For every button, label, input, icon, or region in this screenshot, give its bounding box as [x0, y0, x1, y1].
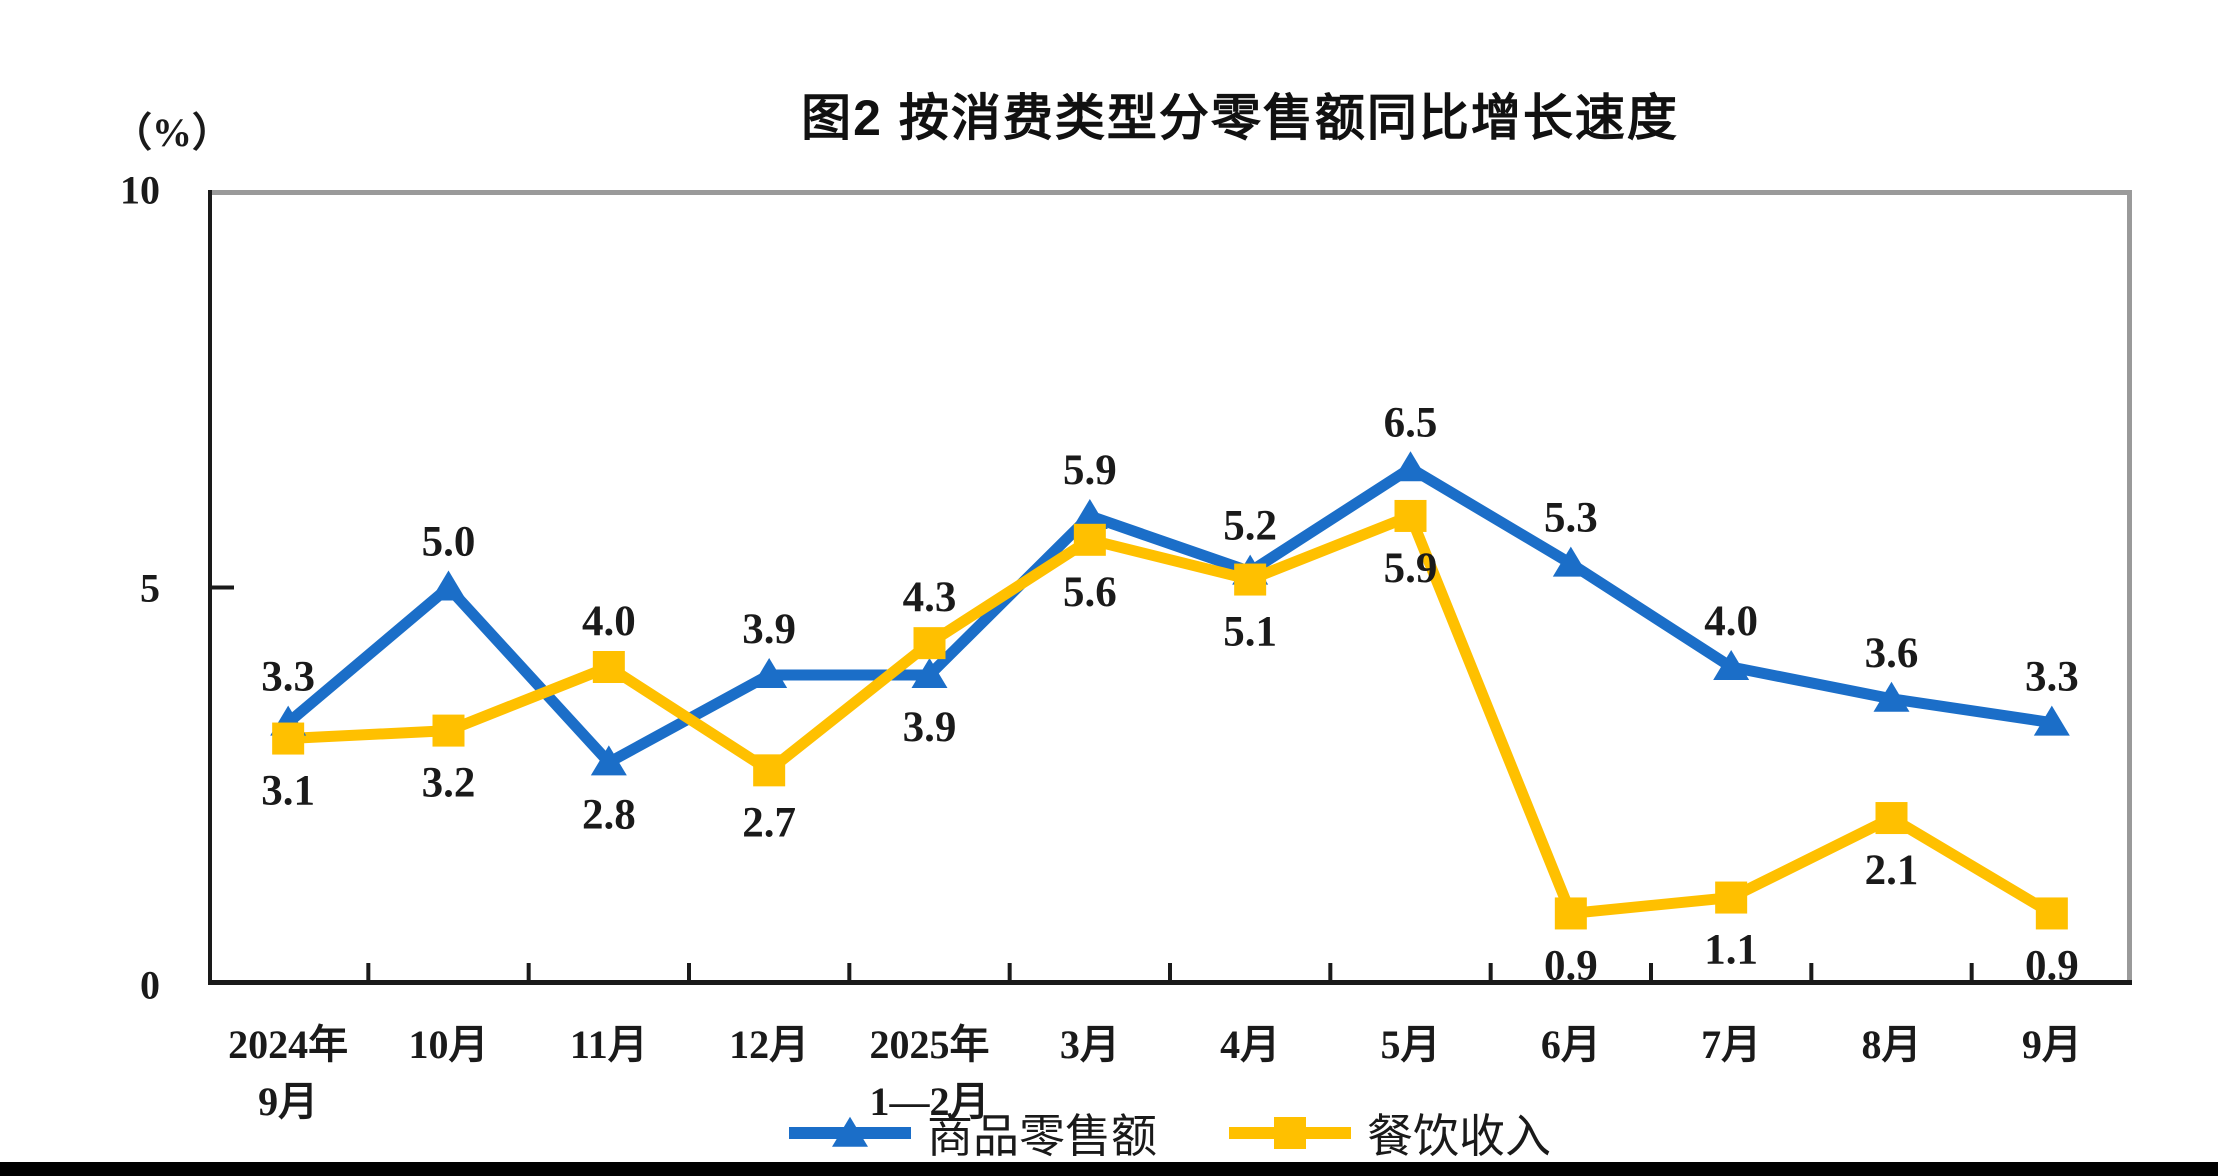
x-tick-label: 3月: [1059, 1022, 1120, 1067]
data-point-triangle-marker: [1552, 546, 1589, 577]
y-tick-label: 10: [120, 167, 160, 213]
data-label: 4.0: [582, 598, 636, 645]
plot-area: 3.3 5.0 2.8 3.9 3.9 5.9 5.2 6.5 5.3 4.0 3.6 3.3 3.1 3…: [208, 190, 2132, 989]
x-tick-label: 5月: [1380, 1022, 1441, 1067]
data-point-square-marker: [592, 651, 625, 683]
data-point-square-marker: [913, 627, 946, 660]
x-tick-label: 12月: [729, 1022, 810, 1067]
data-point-triangle-marker: [1071, 498, 1108, 529]
page-bottom-bar: [0, 1162, 2218, 1176]
data-label: 5.3: [1544, 495, 1598, 542]
data-point-triangle-marker: [1392, 451, 1429, 482]
x-tick-label: 2025年 1—2月: [869, 1022, 990, 1124]
data-point-triangle-marker: [2033, 705, 2070, 736]
data-label: 3.3: [261, 654, 315, 701]
x-tick-label: 8月: [1861, 1022, 1922, 1067]
data-point-triangle-marker: [590, 745, 627, 776]
triangle-marker-icon: [832, 1116, 868, 1147]
data-label: 5.9: [1063, 447, 1117, 494]
chart-legend: 商品零售额 餐饮收入: [208, 1100, 2132, 1166]
x-tick-label: 4月: [1220, 1022, 1281, 1067]
square-marker-icon: [1274, 1117, 1306, 1149]
data-label: 2.1: [1865, 847, 1919, 894]
legend-line-sample-catering: [1229, 1117, 1351, 1149]
data-label: 5.9: [1384, 545, 1438, 592]
data-point-square-marker: [1073, 523, 1106, 556]
data-label: 3.3: [2025, 654, 2079, 701]
data-label: 4.3: [903, 574, 957, 621]
legend-item-goods: 商品零售额: [789, 1100, 1157, 1166]
data-point-triangle-marker: [1873, 681, 1910, 712]
y-tick-label: 5: [140, 565, 160, 610]
legend-line-sample-goods: [789, 1116, 911, 1147]
data-point-square-marker: [432, 714, 465, 747]
data-label: 0.9: [1544, 942, 1598, 989]
data-label: 1.1: [1704, 927, 1758, 974]
data-point-triangle-marker: [751, 657, 788, 688]
data-point-square-marker: [272, 722, 305, 755]
data-point-triangle-marker: [1713, 650, 1750, 680]
x-tick-label: 6月: [1540, 1022, 1601, 1067]
data-label: 5.6: [1063, 569, 1117, 616]
data-label: 5.0: [422, 519, 476, 566]
x-tick-label: 9月: [2021, 1022, 2082, 1067]
data-label: 3.9: [903, 704, 957, 751]
data-point-square-marker: [1554, 897, 1587, 930]
x-tick-label: 2024年 9月: [228, 1022, 349, 1124]
data-label: 3.1: [261, 768, 315, 815]
x-tick-label: 7月: [1701, 1022, 1762, 1067]
data-point-square-marker: [753, 754, 786, 787]
data-label: 2.8: [582, 791, 636, 838]
data-point-square-marker: [1715, 881, 1748, 914]
legend-label-catering: 餐饮收入: [1367, 1111, 1551, 1162]
data-label: 5.2: [1223, 503, 1277, 550]
data-label: 3.2: [422, 760, 476, 807]
data-point-triangle-marker: [430, 570, 467, 601]
data-point-square-marker: [2035, 897, 2068, 930]
data-point-square-marker: [1234, 563, 1267, 596]
x-tick-label: 11月: [569, 1022, 648, 1067]
series-line-square: [282, 510, 2058, 919]
chart-title: 图2 按消费类型分零售额同比增长速度: [801, 90, 1679, 146]
data-label: 3.6: [1865, 630, 1919, 677]
data-label: 3.9: [742, 606, 796, 653]
data-point-triangle-marker: [911, 657, 948, 688]
series-line-triangle: [282, 462, 2058, 768]
y-tick-label: 0: [140, 962, 160, 1008]
data-label: 2.7: [742, 799, 796, 846]
data-label: 6.5: [1384, 399, 1438, 446]
legend-label-goods: 商品零售额: [927, 1111, 1157, 1162]
data-label: 0.9: [2025, 942, 2079, 989]
data-label: 5.1: [1223, 609, 1277, 656]
y-axis-unit-label: （%）: [112, 110, 232, 155]
legend-item-catering: 餐饮收入: [1229, 1100, 1551, 1166]
data-point-square-marker: [1875, 802, 1908, 835]
data-label: 4.0: [1704, 598, 1758, 645]
data-point-square-marker: [1394, 499, 1427, 532]
x-tick-label: 10月: [408, 1022, 489, 1067]
